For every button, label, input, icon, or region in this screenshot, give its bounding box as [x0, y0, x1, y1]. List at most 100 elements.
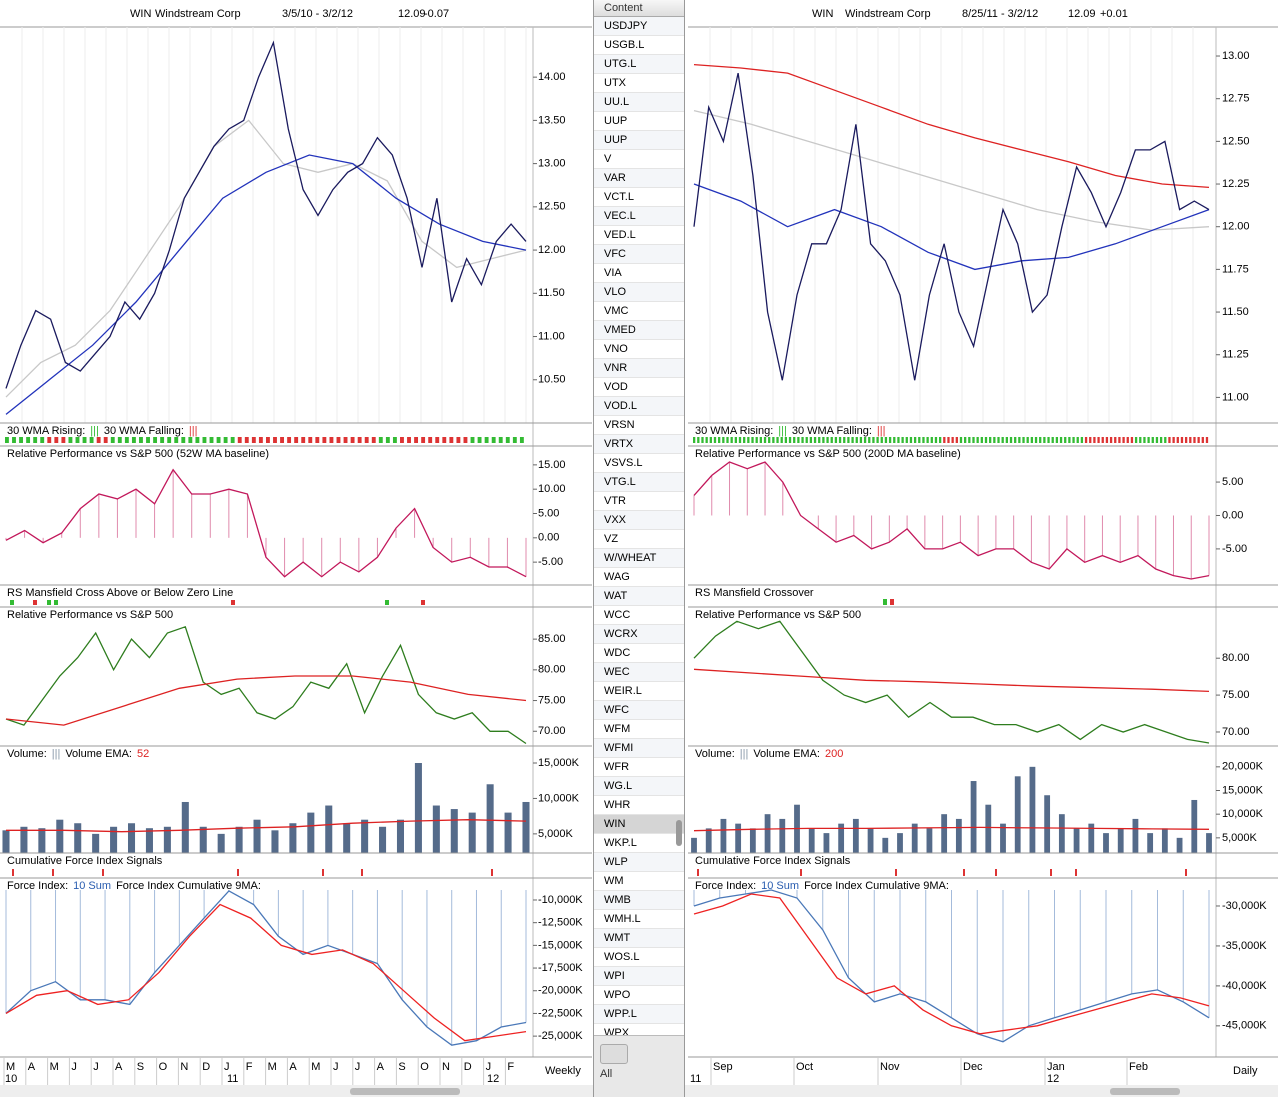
wma-bar	[195, 437, 200, 443]
list-item[interactable]: UTG.L	[594, 55, 684, 74]
list-item[interactable]: WMH.L	[594, 910, 684, 929]
list-item[interactable]: WMB	[594, 891, 684, 910]
y-tick-label: 11.50	[1222, 306, 1249, 318]
list-item[interactable]: UUP	[594, 131, 684, 150]
list-item[interactable]: UTX	[594, 74, 684, 93]
list-item[interactable]: VMED	[594, 321, 684, 340]
list-item[interactable]: WCC	[594, 606, 684, 625]
y-tick-label: 11.00	[1222, 391, 1249, 403]
list-item[interactable]: USDJPY	[594, 17, 684, 36]
list-item[interactable]: WAT	[594, 587, 684, 606]
wma-bar	[1189, 437, 1192, 443]
list-item[interactable]: VFC	[594, 245, 684, 264]
list-item[interactable]: WG.L	[594, 777, 684, 796]
label-part: Force Index Cumulative 9MA:	[116, 880, 261, 892]
list-item[interactable]: WMT	[594, 929, 684, 948]
list-item[interactable]: WFR	[594, 758, 684, 777]
wma-bar	[110, 437, 115, 443]
label-part: |||	[740, 748, 749, 760]
list-item[interactable]: UUP	[594, 112, 684, 131]
volume-bar	[127, 823, 136, 853]
year-label: 11	[227, 1073, 238, 1085]
list-item[interactable]: UU.L	[594, 93, 684, 112]
list-item[interactable]: W/WHEAT	[594, 549, 684, 568]
list-item[interactable]: VEC.L	[594, 207, 684, 226]
wma-bar	[160, 437, 165, 443]
list-item[interactable]: WKP.L	[594, 834, 684, 853]
wma-bar	[876, 437, 879, 443]
list-item[interactable]: WAG	[594, 568, 684, 587]
list-item[interactable]: WOS.L	[594, 948, 684, 967]
list-item[interactable]: WLP	[594, 853, 684, 872]
list-item[interactable]: WPO	[594, 986, 684, 1005]
right-scroll-thumb[interactable]	[1110, 1088, 1180, 1095]
list-item[interactable]: VSVS.L	[594, 454, 684, 473]
left-scroll-thumb[interactable]	[350, 1088, 460, 1095]
wma-bar	[40, 437, 45, 443]
list-item[interactable]: WEC	[594, 663, 684, 682]
gear-button[interactable]	[600, 1044, 628, 1064]
signal	[102, 869, 104, 876]
list-item[interactable]: WM	[594, 872, 684, 891]
wma-bar	[784, 437, 788, 443]
left-scrollbar[interactable]	[0, 1085, 593, 1097]
list-item[interactable]: WHR	[594, 796, 684, 815]
wma-bar	[1072, 437, 1075, 443]
volume-bar	[1000, 823, 1006, 853]
list-item[interactable]: VZ	[594, 530, 684, 549]
series-line	[693, 461, 1210, 580]
list-item[interactable]: USGB.L	[594, 36, 684, 55]
volume-bar	[926, 828, 933, 853]
wma-bar	[997, 437, 1000, 443]
list-item[interactable]: VLO	[594, 283, 684, 302]
wma-bar	[951, 437, 954, 443]
list-item[interactable]: WCRX	[594, 625, 684, 644]
list-item[interactable]: WFC	[594, 701, 684, 720]
header-name: Windstream Corp	[155, 8, 241, 20]
list-item[interactable]: VTR	[594, 492, 684, 511]
month-label: S	[398, 1061, 405, 1073]
list-item[interactable]: VNO	[594, 340, 684, 359]
wma-bar	[797, 437, 800, 443]
list-item[interactable]: VAR	[594, 169, 684, 188]
month-label: D	[202, 1061, 210, 1073]
list-item[interactable]: VIA	[594, 264, 684, 283]
wma-bar	[1184, 437, 1188, 443]
wma-bar	[893, 437, 896, 443]
wma-bar	[947, 437, 950, 443]
series-line	[693, 72, 1210, 381]
list-item[interactable]: VTG.L	[594, 473, 684, 492]
list-item[interactable]: WDC	[594, 644, 684, 663]
filter-label[interactable]: All	[600, 1068, 613, 1080]
label-part: |||	[877, 425, 886, 437]
list-item[interactable]: VMC	[594, 302, 684, 321]
wma-bar	[693, 437, 696, 443]
list-item[interactable]: VOD	[594, 378, 684, 397]
list-item[interactable]: WIN	[594, 815, 684, 834]
list-item[interactable]: VED.L	[594, 226, 684, 245]
y-tick-label: -25,000K	[538, 1030, 583, 1042]
list-item[interactable]: VCT.L	[594, 188, 684, 207]
list-item[interactable]: WFM	[594, 720, 684, 739]
list-item[interactable]: V	[594, 150, 684, 169]
list-item[interactable]: VOD.L	[594, 397, 684, 416]
wma-bar	[880, 437, 883, 443]
list-item[interactable]: VXX	[594, 511, 684, 530]
list-item[interactable]: WPI	[594, 967, 684, 986]
list-item[interactable]: VRTX	[594, 435, 684, 454]
label-part: |||	[189, 425, 198, 437]
wma-bar	[301, 437, 306, 443]
right-scrollbar[interactable]	[685, 1085, 1278, 1097]
list-item[interactable]: VNR	[594, 359, 684, 378]
wma-bar	[47, 437, 52, 443]
y-tick-label: 5.00	[538, 507, 559, 519]
y-tick-label: -5.00	[538, 556, 563, 568]
wma-bar	[1105, 437, 1109, 443]
wma-bar	[738, 437, 742, 443]
list-item[interactable]: WEIR.L	[594, 682, 684, 701]
list-item[interactable]: VRSN	[594, 416, 684, 435]
list-item[interactable]: WFMI	[594, 739, 684, 758]
month-label: J	[333, 1061, 339, 1073]
list-scrollbar[interactable]	[676, 820, 682, 846]
list-item[interactable]: WPP.L	[594, 1005, 684, 1024]
